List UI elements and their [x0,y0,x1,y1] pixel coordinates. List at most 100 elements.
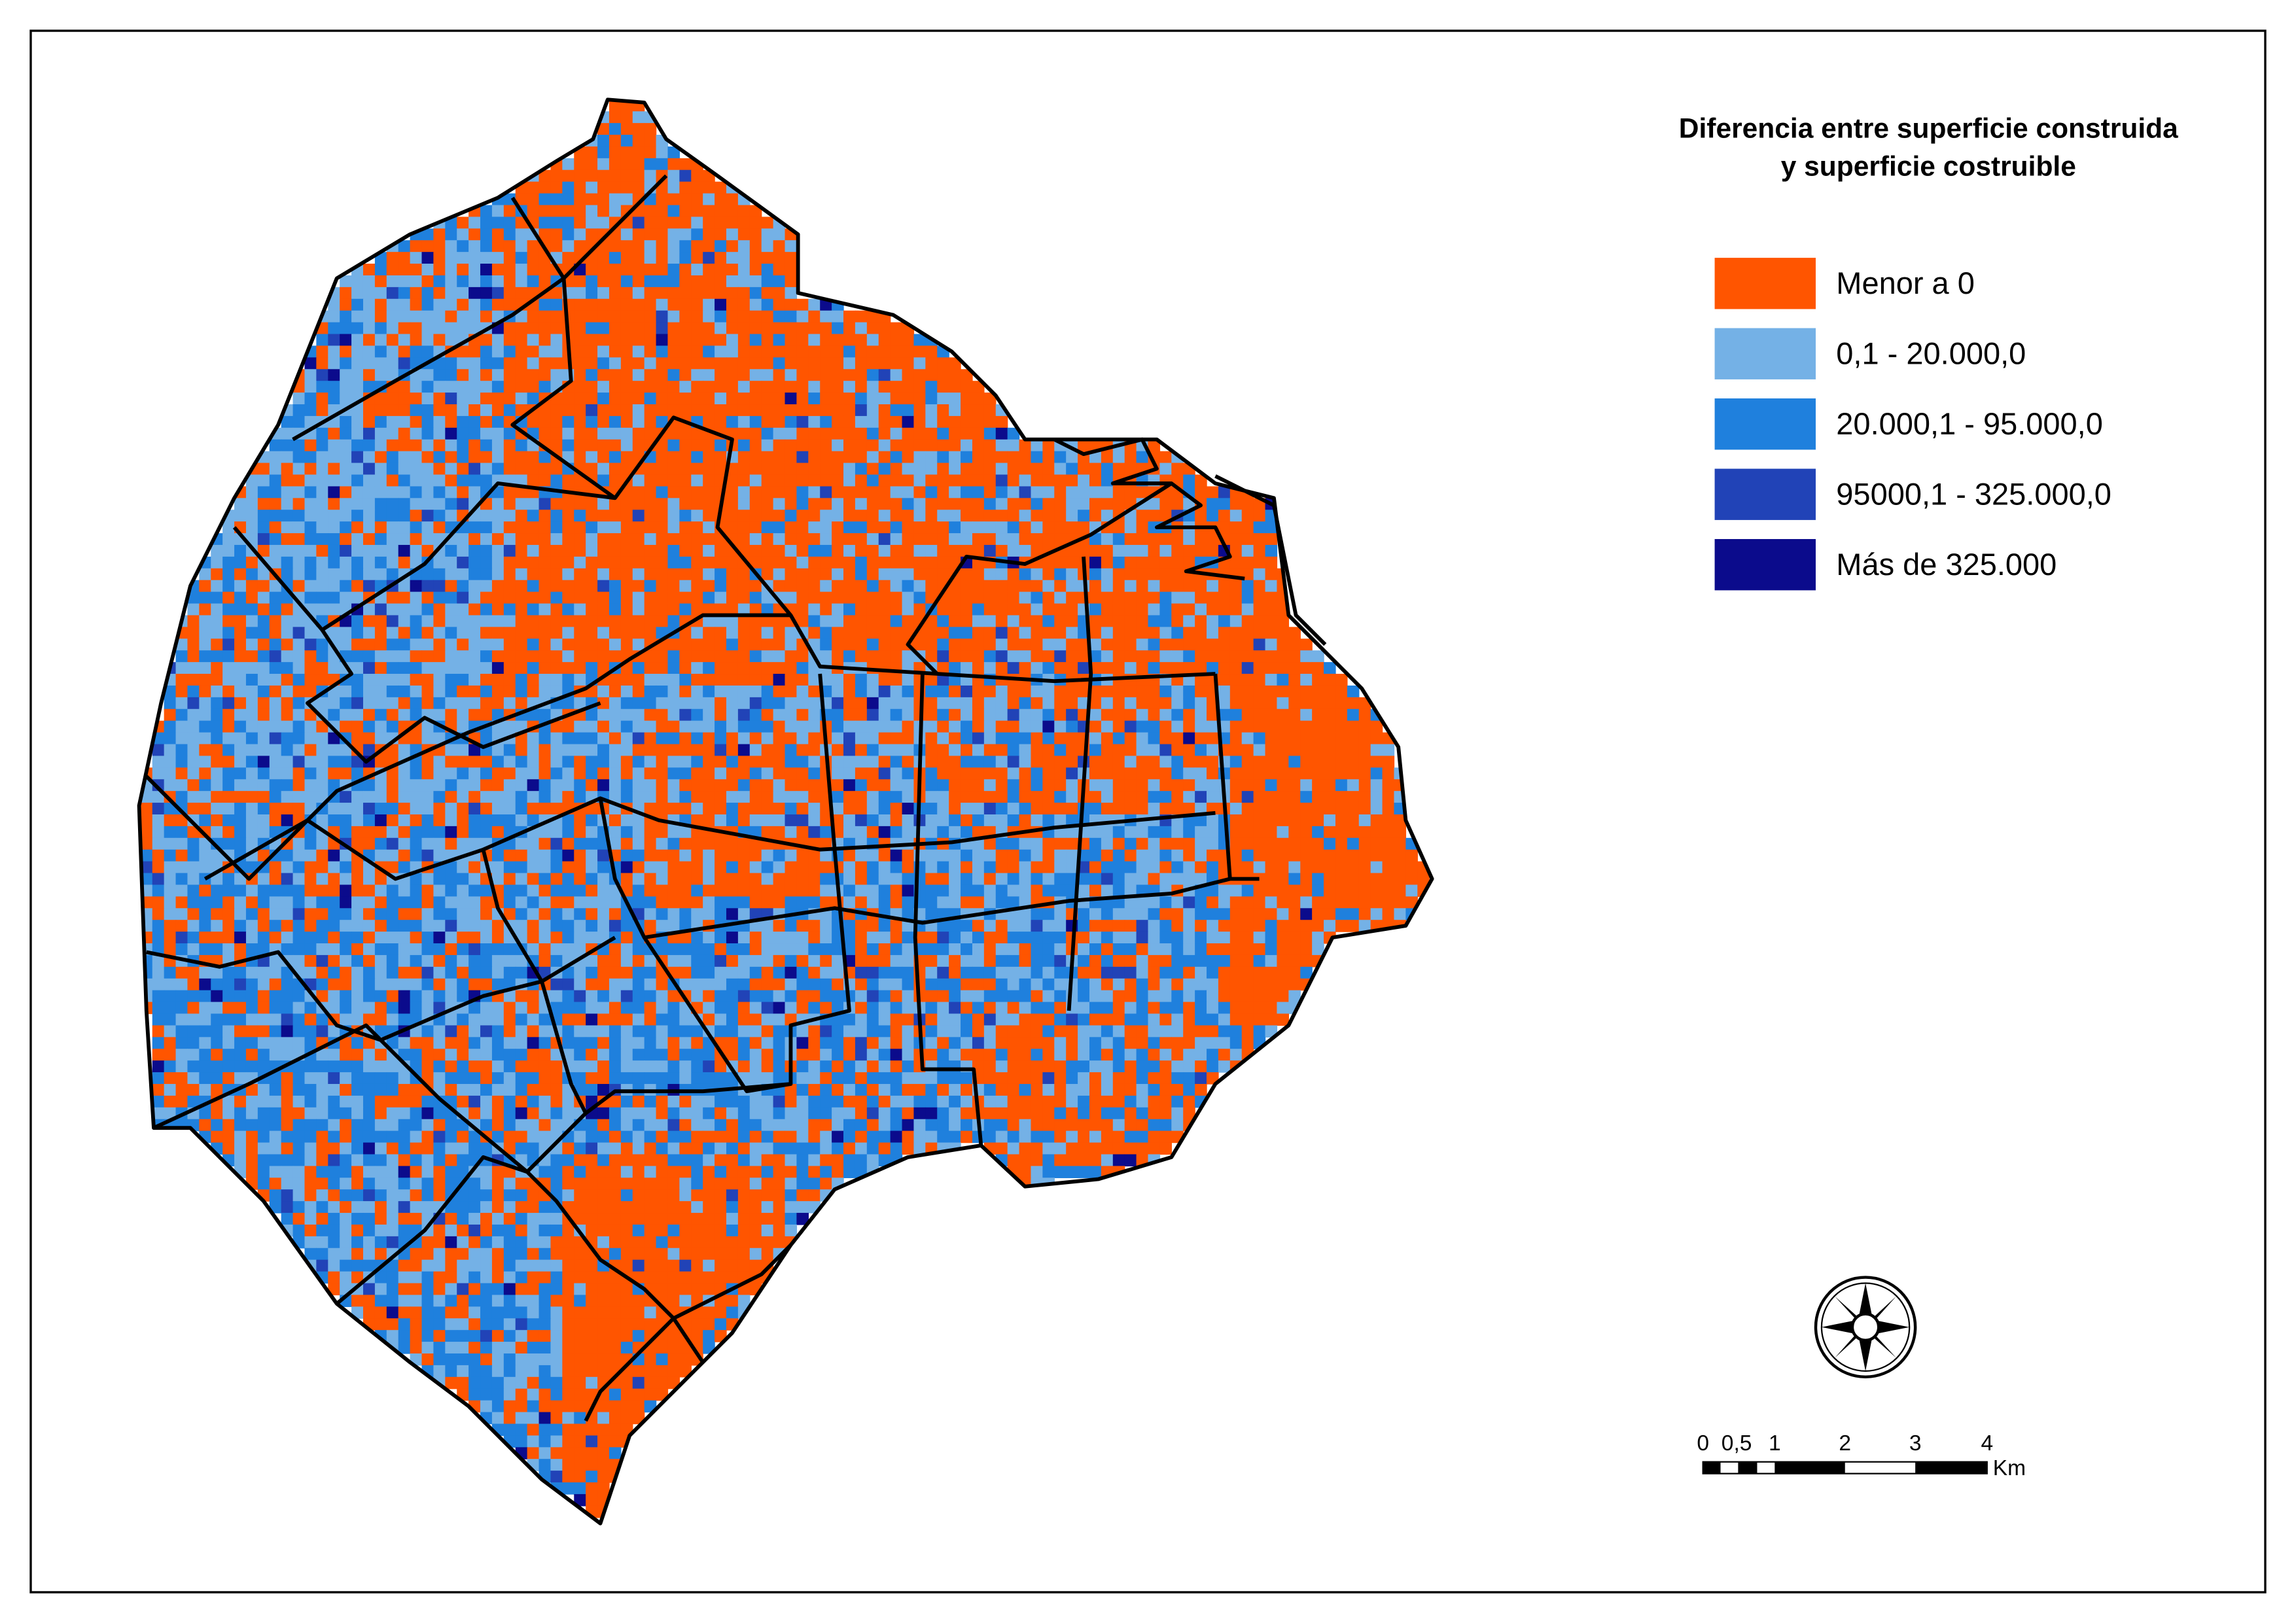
cell [457,381,469,393]
cell [539,205,552,218]
cell [234,826,247,839]
cell [304,357,317,370]
cell [574,896,586,909]
cell [211,814,223,827]
cell [515,533,528,546]
cell [1229,533,1243,546]
cell [292,884,306,898]
cell [445,896,457,909]
cell [855,732,868,745]
cell [961,533,973,546]
cell [1101,662,1114,674]
cell [351,615,364,628]
cell [539,310,552,323]
cell [1253,510,1266,522]
cell [410,837,423,850]
cell [433,240,446,253]
cell [316,896,328,909]
cell [1136,896,1149,909]
cell [562,837,574,850]
cell [843,510,856,522]
cell [703,287,715,300]
cell [539,685,552,698]
cell [1229,580,1243,593]
cell [362,814,376,827]
cell [703,638,715,651]
cell [199,826,211,839]
cell [1148,803,1161,815]
cell [362,310,376,323]
cell [1054,791,1067,803]
cell [351,708,364,722]
cell [632,556,645,569]
cell [480,814,493,827]
cell [667,462,680,476]
cell [433,662,446,674]
cell [983,803,997,815]
cell [433,427,446,440]
cell [843,521,856,534]
cell [1089,638,1102,651]
cell [304,544,317,557]
cell [737,357,751,370]
cell [1089,544,1102,557]
cell [715,896,727,909]
cell [1347,861,1360,874]
cell [715,334,727,347]
cell [374,803,387,815]
cell [667,439,680,452]
cell [281,439,294,452]
cell [1171,638,1184,651]
cell [808,674,821,686]
cell [749,474,762,487]
cell [586,217,598,229]
cell [328,474,340,487]
cell [1089,744,1102,757]
cell [257,486,270,498]
cell [773,627,786,639]
cell [539,779,552,792]
cell [574,732,586,745]
cell [527,884,540,898]
cell [1229,744,1243,757]
cell [1136,779,1149,792]
cell [539,521,552,534]
cell [866,357,879,370]
cell [292,896,306,909]
cell [1312,861,1324,874]
cell [245,732,258,745]
cell [1112,603,1125,616]
cell [620,756,633,768]
cell [491,674,504,686]
cell [620,240,633,253]
cell [843,486,856,498]
cell [362,474,376,487]
cell [656,884,669,898]
cell [961,393,973,405]
cell [1042,662,1055,674]
cell [808,708,821,722]
cell [374,662,387,674]
cell [1195,544,1207,557]
cell [457,591,469,604]
cell [1031,861,1044,874]
cell [304,510,317,522]
cell [808,896,821,909]
cell [761,744,774,757]
cell [597,861,610,874]
cell [656,650,669,663]
cell [433,580,446,593]
cell [362,369,376,381]
cell [386,826,399,839]
cell [773,381,786,393]
cell [515,884,528,898]
cell [362,697,376,710]
cell [644,650,657,663]
cell [843,720,856,733]
cell [855,697,868,710]
cell [761,650,774,663]
cell [374,814,387,827]
cell [1347,744,1360,757]
cell [340,381,352,393]
